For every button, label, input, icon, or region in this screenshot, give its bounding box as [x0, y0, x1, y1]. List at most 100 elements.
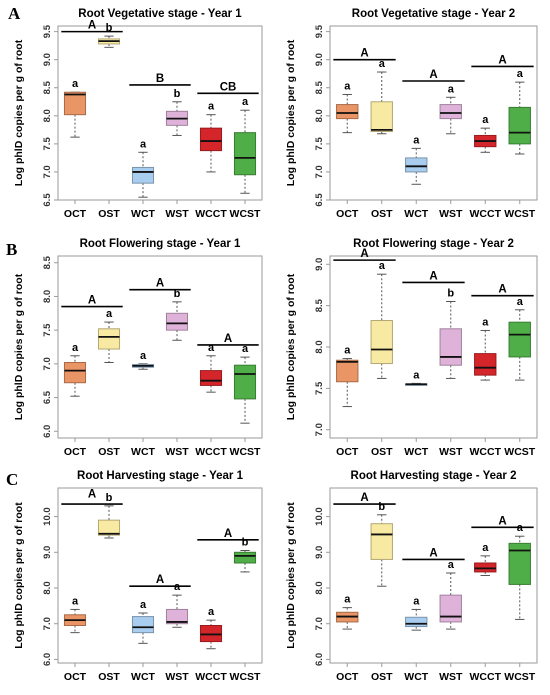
box-ost [370, 320, 393, 365]
group-letter: A [429, 547, 437, 559]
significance-letter: a [140, 138, 147, 150]
y-axis-label: Log phlD copies per g of root [13, 502, 25, 649]
y-tick-label: 7.5 [314, 137, 325, 151]
y-tick-label: 6.5 [42, 390, 53, 404]
y-tick-label: 6.0 [42, 653, 53, 666]
box-oct [63, 362, 87, 384]
significance-letter: a [208, 606, 215, 618]
x-tick-label: WCCT [195, 446, 227, 458]
plot-frame [329, 487, 538, 664]
x-tick-label: WCST [504, 446, 535, 458]
box-wcst [233, 364, 257, 400]
x-tick-label: WST [439, 446, 463, 458]
significance-letter: b [242, 537, 249, 549]
plot-frame [329, 25, 538, 201]
box-ost [97, 328, 121, 350]
y-tick-label: 8.0 [314, 109, 325, 122]
group-letter: A [498, 54, 506, 66]
x-tick-label: OCT [64, 446, 87, 458]
x-tick-label: WST [439, 208, 463, 220]
x-tick-label: WCT [131, 671, 155, 683]
x-tick-label: WCCT [470, 671, 502, 683]
box-wcst [508, 542, 531, 585]
box-wcct [199, 127, 223, 152]
significance-letter: a [379, 58, 386, 70]
y-tick-label: 8.5 [42, 255, 53, 269]
box-ost [97, 519, 121, 536]
y-tick-label: 7.0 [42, 165, 53, 178]
chart-root-vegetative-year2: Root Vegetative stage - Year 2 Log phlD c… [285, 8, 538, 220]
significance-letter: a [106, 308, 113, 320]
box-wcct [199, 370, 223, 386]
x-tick-label: OCT [64, 208, 87, 220]
group-letter: A [224, 528, 232, 540]
x-tick-label: OCT [64, 671, 87, 683]
x-tick-label: WST [439, 671, 463, 683]
x-tick-label: OCT [336, 671, 359, 683]
panel-letter-c: C [6, 470, 19, 489]
significance-letter: a [344, 594, 351, 606]
y-tick-label: 9.5 [42, 24, 53, 38]
significance-letter: a [140, 350, 147, 362]
group-letter: A [429, 69, 437, 81]
x-tick-label: WCCT [470, 446, 502, 458]
significance-letter: b [174, 288, 181, 300]
y-tick-label: 10.0 [314, 507, 325, 525]
group-letter: B [156, 73, 164, 85]
y-axis-label: Log phlD copies per g of root [285, 273, 297, 420]
significance-letter: a [482, 114, 489, 126]
y-tick-label: 7.0 [314, 617, 325, 630]
y-tick-label: 7.5 [42, 323, 53, 337]
y-tick-label: 9.0 [42, 53, 53, 66]
significance-letter: a [448, 559, 455, 571]
group-letter: A [88, 20, 96, 32]
box-oct [336, 359, 359, 383]
group-letter: A [498, 284, 506, 296]
significance-letter: a [517, 68, 524, 80]
x-tick-label: OST [371, 446, 393, 458]
group-letter: A [156, 574, 164, 586]
x-tick-label: WCT [404, 671, 428, 683]
y-axis-label: Log phlD copies per g of root [13, 39, 25, 186]
x-tick-label: OST [98, 208, 120, 220]
x-tick-label: WCCT [195, 671, 227, 683]
y-tick-label: 8.5 [314, 298, 325, 312]
x-tick-label: WCST [230, 446, 261, 458]
box-wcst [508, 321, 531, 358]
box-wcst [233, 551, 257, 564]
group-letter: A [224, 333, 232, 345]
x-tick-label: WST [165, 208, 189, 220]
x-tick-label: OST [371, 208, 393, 220]
significance-letter: a [517, 522, 524, 534]
plot-frame [57, 25, 263, 201]
y-axis-label: Log phlD copies per g of root [285, 502, 297, 649]
x-tick-label: WCST [504, 208, 535, 220]
significance-letter: b [106, 22, 113, 34]
box-wst [439, 104, 462, 120]
y-tick-label: 10.0 [42, 507, 53, 525]
significance-letter: a [72, 595, 79, 607]
x-tick-label: WCT [404, 446, 428, 458]
x-tick-label: OCT [336, 446, 359, 458]
box-wst [165, 608, 189, 625]
box-oct [63, 91, 87, 116]
significance-letter: b [106, 492, 113, 504]
significance-letter: a [517, 296, 524, 308]
y-tick-label: 8.0 [314, 581, 325, 594]
significance-letter: a [208, 342, 215, 354]
box-wcct [474, 353, 497, 376]
panel-letter-a: A [8, 4, 21, 23]
significance-letter: a [208, 101, 215, 113]
chart-root-harvesting-year2: Root Harvesting stage - Year 2 Log phlD c… [285, 470, 538, 683]
chart-root-harvesting-year1: Root Harvesting stage - Year 1 Log phlD c… [13, 470, 263, 683]
box-wct [405, 157, 428, 173]
y-tick-label: 6.5 [42, 193, 53, 207]
significance-letter: a [344, 345, 351, 357]
chart-title: Root Vegetative stage - Year 2 [352, 8, 515, 20]
significance-letter: b [378, 501, 385, 513]
x-tick-label: WCCT [195, 208, 227, 220]
y-tick-label: 7.5 [314, 381, 325, 395]
significance-letter: a [413, 369, 420, 381]
y-tick-label: 8.0 [42, 290, 53, 303]
chart-root-flowering-year1: Root Flowering stage - Year 1 Log phlD co… [13, 238, 263, 458]
